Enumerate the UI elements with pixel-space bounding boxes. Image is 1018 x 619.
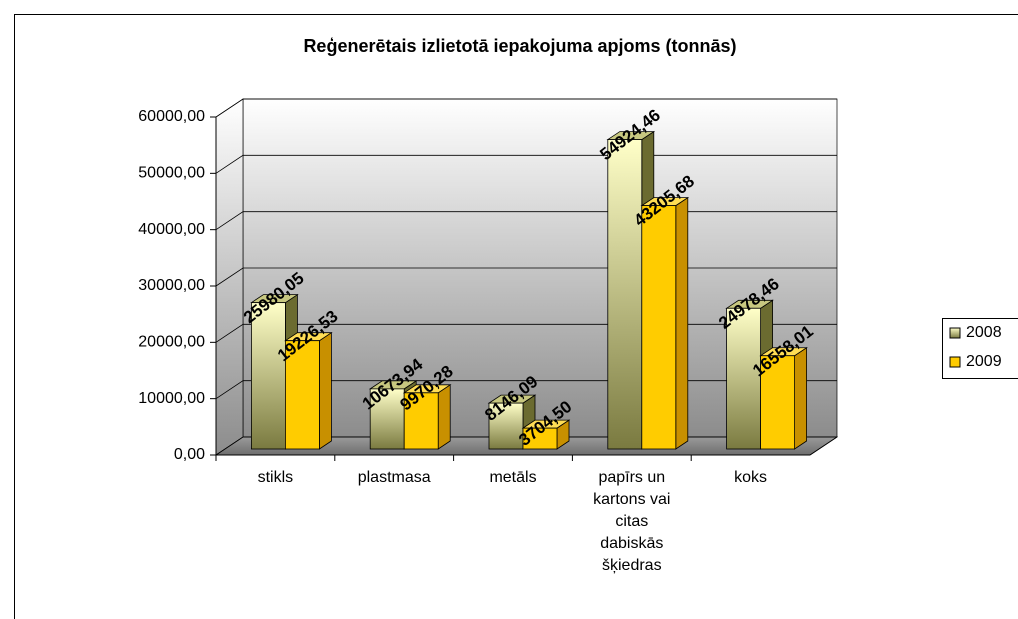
bar-side bbox=[675, 196, 689, 450]
legend-swatch bbox=[949, 327, 961, 339]
y-tick-label: 40000,00 bbox=[138, 221, 205, 238]
bar bbox=[369, 388, 405, 450]
x-tick-label: metāls bbox=[489, 469, 537, 486]
x-axis-depth bbox=[809, 436, 838, 456]
y-tick-label: 10000,00 bbox=[138, 390, 205, 407]
y-tick-label: 50000,00 bbox=[138, 165, 205, 182]
x-tick-label: papīrs un kartons vai citas dabiskās šķi… bbox=[593, 469, 671, 574]
bar-side bbox=[794, 346, 807, 450]
legend-label: 2008 bbox=[966, 324, 1002, 341]
legend-swatch bbox=[949, 356, 961, 368]
bar bbox=[641, 205, 677, 450]
chart-border bbox=[14, 14, 1018, 619]
bar-side bbox=[319, 331, 332, 450]
bar bbox=[726, 307, 761, 450]
x-tick-label: stikls bbox=[257, 469, 294, 486]
bar bbox=[607, 139, 643, 450]
bar bbox=[760, 355, 795, 450]
bar bbox=[250, 302, 286, 450]
y-tick-label: 60000,00 bbox=[138, 108, 205, 125]
x-tick-label: koks bbox=[734, 469, 768, 486]
bar bbox=[522, 427, 558, 450]
legend-label: 2009 bbox=[966, 353, 1002, 370]
grid-line bbox=[215, 98, 837, 118]
y-tick-label: 20000,00 bbox=[138, 334, 205, 351]
x-tick-label: plastmasa bbox=[357, 469, 431, 486]
y-tick-label: 30000,00 bbox=[138, 277, 205, 294]
y-tick-label: 0,00 bbox=[174, 446, 205, 463]
bar bbox=[284, 340, 320, 450]
bar bbox=[403, 392, 439, 450]
chart-title: Reģenerētais izlietotā iepakojuma apjoms… bbox=[303, 36, 736, 56]
bar bbox=[488, 402, 524, 450]
bar-side bbox=[437, 384, 451, 450]
